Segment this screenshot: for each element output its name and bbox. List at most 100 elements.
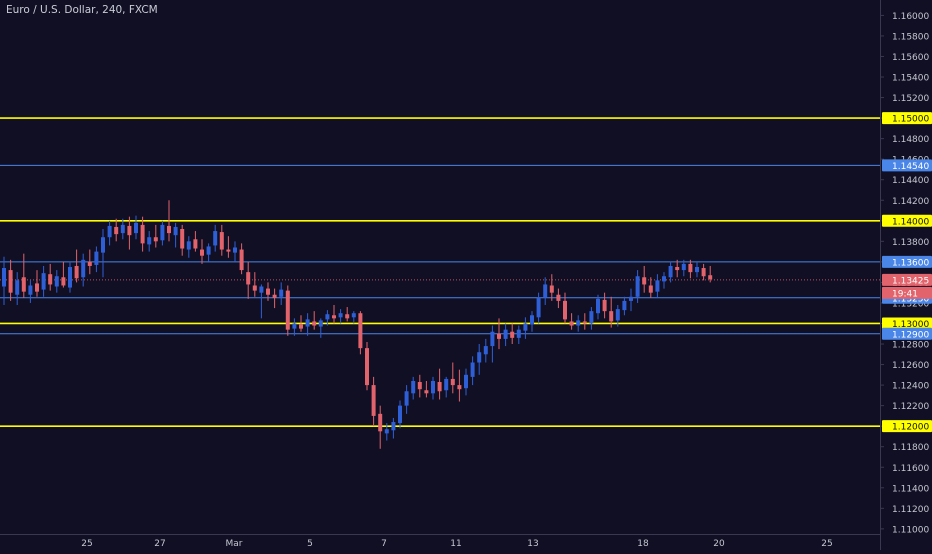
- candle-body: [160, 224, 165, 241]
- candle: [338, 309, 343, 324]
- time-axis-label: 20: [713, 539, 725, 549]
- candle: [285, 285, 290, 336]
- candle: [167, 200, 171, 242]
- candle-body: [444, 378, 449, 391]
- time-axis-label: 7: [381, 539, 387, 549]
- candle-body: [391, 422, 396, 431]
- candle: [629, 288, 633, 312]
- candle: [444, 376, 449, 398]
- candle: [556, 288, 561, 309]
- candle-body: [450, 378, 455, 386]
- candle-body: [609, 311, 614, 322]
- candle: [391, 417, 396, 439]
- candle-body: [107, 225, 112, 238]
- candle-body: [681, 263, 686, 271]
- candle-body: [510, 331, 515, 338]
- countdown-label-bg: [882, 286, 932, 299]
- candle: [28, 280, 33, 303]
- yellow-level-label-bg: [882, 420, 932, 433]
- candle-body: [325, 314, 330, 320]
- blue-level-label-text: 1.13250: [892, 294, 929, 304]
- candle-body: [219, 232, 224, 250]
- candle: [477, 344, 482, 375]
- candle: [272, 288, 277, 309]
- price-axis-label: 1.14800: [892, 135, 929, 145]
- candle: [61, 261, 66, 288]
- candle: [127, 216, 132, 250]
- candle-body: [41, 273, 46, 290]
- price-axis-label: 1.15200: [892, 94, 929, 104]
- price-axis-label: 1.11000: [892, 525, 929, 535]
- candle: [107, 220, 112, 246]
- candle: [74, 249, 79, 283]
- yellow-level-label: 1.15000: [882, 112, 932, 125]
- candle: [483, 338, 488, 363]
- candle: [153, 224, 158, 248]
- candle: [655, 274, 660, 298]
- candle-body: [470, 362, 475, 377]
- candle-body: [615, 309, 620, 321]
- price-axis-label: 1.12200: [892, 402, 929, 412]
- price-axis-label: 1.15400: [892, 74, 929, 84]
- blue-level-label: 1.12900: [882, 327, 932, 340]
- candle: [332, 304, 336, 324]
- candle-body: [523, 323, 528, 331]
- candle: [318, 318, 323, 338]
- candle: [464, 368, 468, 396]
- candle: [596, 294, 600, 320]
- price-axis-label: 1.11800: [892, 443, 929, 453]
- levels-layer: [0, 117, 880, 427]
- price-label-layer: 1.15000 1.14000 1.13000 1.12000 1.14540 1.136…: [882, 112, 932, 433]
- candle-body: [530, 315, 534, 325]
- candle-body: [576, 320, 581, 326]
- candle: [589, 307, 594, 330]
- candle-body: [602, 299, 607, 312]
- candle-body: [503, 329, 508, 339]
- candle: [21, 253, 26, 298]
- yellow-level-label-bg: [882, 112, 932, 125]
- candle: [140, 216, 145, 252]
- candle: [239, 243, 244, 275]
- candle: [305, 313, 310, 336]
- candle: [160, 220, 165, 246]
- time-axis[interactable]: 25 27 Mar 5 7 11 13 18 20 25: [0, 534, 880, 550]
- candle: [609, 296, 614, 328]
- candle: [602, 292, 607, 319]
- candle: [503, 323, 508, 347]
- candle-body: [173, 226, 178, 236]
- countdown-label-text: 19:41: [892, 289, 918, 299]
- candle-body: [213, 231, 218, 246]
- countdown-label: 19:41: [882, 286, 932, 299]
- candle: [2, 256, 6, 305]
- yellow-level-label-text: 1.15000: [892, 115, 929, 125]
- price-axis-label: 1.14400: [892, 176, 929, 186]
- candle-body: [74, 265, 79, 279]
- candle-body: [312, 321, 317, 326]
- candle: [246, 261, 251, 299]
- candle: [325, 310, 330, 326]
- candle-body: [35, 283, 39, 292]
- blue-level-label-text: 1.14540: [892, 162, 929, 172]
- blue-level-label-bg: [882, 255, 932, 268]
- candle-body: [266, 288, 270, 295]
- candle-body: [61, 277, 66, 286]
- candle: [411, 376, 416, 400]
- candle-body: [668, 265, 673, 278]
- yellow-level-label: 1.14000: [882, 214, 932, 227]
- candle: [497, 318, 501, 350]
- candle: [457, 369, 462, 402]
- candle: [134, 215, 138, 240]
- price-axis-label: 1.13200: [892, 299, 929, 309]
- price-axis-label: 1.11200: [892, 505, 929, 515]
- price-axis-label: 1.15800: [892, 32, 929, 42]
- candle-body: [101, 237, 105, 253]
- time-axis-label: 5: [307, 539, 313, 549]
- candle: [233, 241, 237, 262]
- candle: [549, 274, 554, 301]
- candle-body: [252, 285, 257, 291]
- candle-body: [543, 284, 548, 298]
- yellow-level-label-bg: [882, 214, 932, 227]
- blue-level-label-bg: [882, 327, 932, 340]
